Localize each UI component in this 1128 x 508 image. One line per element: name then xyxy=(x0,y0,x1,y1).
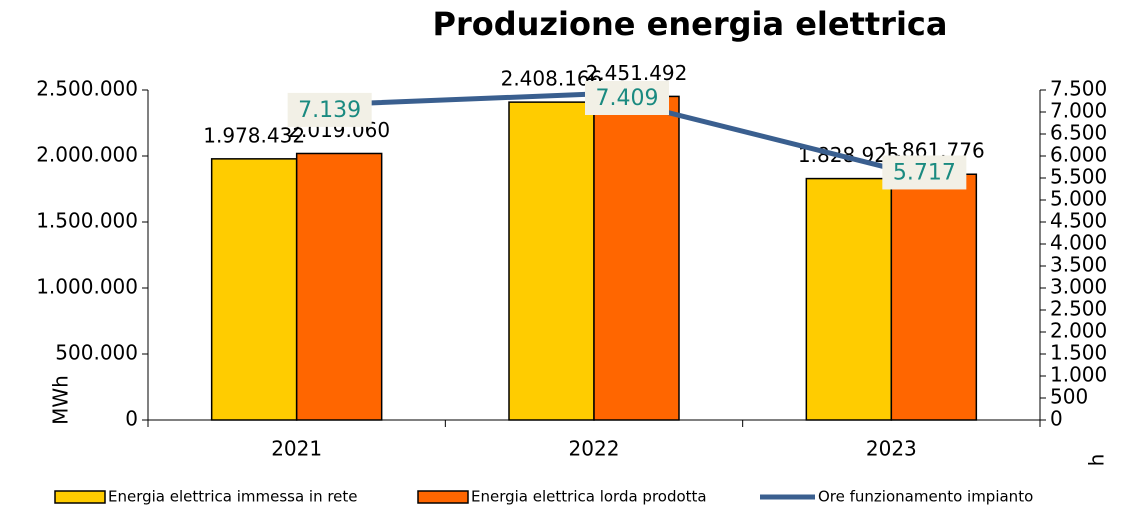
y-tick-label: 2.000.000 xyxy=(36,143,138,167)
bar xyxy=(508,101,595,421)
y2-tick-label: 7.500 xyxy=(1050,77,1107,101)
y2-tick-label: 1.500 xyxy=(1050,341,1107,365)
bar xyxy=(210,158,298,421)
y2-tick-label: 6.000 xyxy=(1050,143,1107,167)
y2-axis-title: h xyxy=(1085,454,1109,467)
y2-tick-label: 3.000 xyxy=(1050,275,1107,299)
y2-tick-label: 0 xyxy=(1050,407,1063,431)
y2-tick-label: 7.000 xyxy=(1050,99,1107,123)
y2-tick-label: 1.000 xyxy=(1050,363,1107,387)
y2-tick-label: 5.000 xyxy=(1050,187,1107,211)
y-tick-label: 1.500.000 xyxy=(36,209,138,233)
bar xyxy=(295,152,383,421)
legend-label: Energia elettrica lorda prodotta xyxy=(471,488,707,506)
x-tick-label: 2023 xyxy=(866,437,917,461)
chart-title: Produzione energia elettrica xyxy=(433,5,948,43)
line-value-label: 7.409 xyxy=(596,86,659,111)
bar xyxy=(593,95,680,421)
y-axis-title: MWh xyxy=(49,375,73,425)
label-bg xyxy=(585,81,669,116)
y2-tick-label: 6.500 xyxy=(1050,121,1107,145)
y2-tick-label: 2.000 xyxy=(1050,319,1107,343)
y-tick-label: 2.500.000 xyxy=(36,77,138,101)
bar xyxy=(805,177,893,421)
legend-swatch xyxy=(417,490,469,504)
x-tick-label: 2021 xyxy=(271,437,322,461)
y-tick-label: 500.000 xyxy=(55,341,138,365)
legend-swatch xyxy=(54,490,106,504)
label-bg xyxy=(287,92,372,127)
line-value-label: 5.717 xyxy=(893,160,956,185)
bar-value-label: 1.978.432 xyxy=(203,123,305,147)
y-tick-label: 0 xyxy=(125,407,138,431)
legend-label: Ore funzionamento impianto xyxy=(818,488,1033,506)
y2-tick-label: 500 xyxy=(1050,385,1088,409)
y2-tick-label: 4.500 xyxy=(1050,209,1107,233)
y-tick-label: 1.000.000 xyxy=(36,275,138,299)
y2-tick-label: 2.500 xyxy=(1050,297,1107,321)
x-tick-label: 2022 xyxy=(569,437,620,461)
y2-tick-label: 4.000 xyxy=(1050,231,1107,255)
y2-tick-label: 5.500 xyxy=(1050,165,1107,189)
line-value-label: 7.139 xyxy=(298,98,361,123)
legend-label: Energia elettrica immessa in rete xyxy=(108,488,358,506)
y2-tick-label: 3.500 xyxy=(1050,253,1107,277)
bar xyxy=(890,173,978,421)
label-bg xyxy=(882,155,967,190)
bar-value-label: 2.451.492 xyxy=(586,61,688,85)
